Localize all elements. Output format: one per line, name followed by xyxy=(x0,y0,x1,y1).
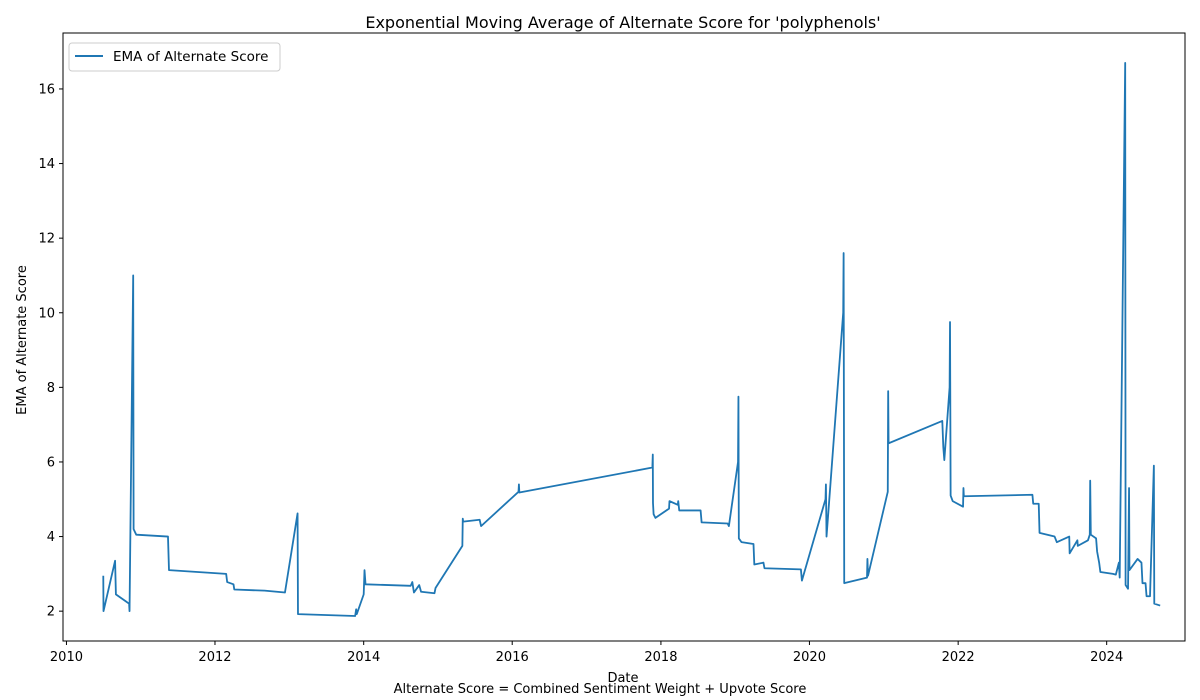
x-tick-label: 2012 xyxy=(198,650,231,665)
y-tick-label: 8 xyxy=(47,381,55,396)
x-axis-label: Date xyxy=(607,671,638,686)
y-axis-label: EMA of Alternate Score xyxy=(15,265,30,415)
y-tick-label: 10 xyxy=(38,306,55,321)
x-tick-label: 2022 xyxy=(942,650,975,665)
x-tick-label: 2018 xyxy=(644,650,677,665)
y-tick-label: 14 xyxy=(38,157,55,172)
x-tick-label: 2014 xyxy=(347,650,380,665)
y-tick-label: 2 xyxy=(47,605,55,620)
x-tick-label: 2024 xyxy=(1090,650,1123,665)
y-tick-label: 16 xyxy=(38,82,55,97)
x-tick-label: 2016 xyxy=(496,650,529,665)
chart-title: Exponential Moving Average of Alternate … xyxy=(365,13,880,32)
series-layer xyxy=(102,61,1161,617)
x-axis: 2010 2012 2014 2016 2018 2020 2022 2024 xyxy=(50,641,1123,665)
x-tick-label: 2010 xyxy=(50,650,83,665)
y-tick-label: 6 xyxy=(47,455,55,470)
plot-frame xyxy=(62,32,1186,642)
chart-caption: Alternate Score = Combined Sentiment Wei… xyxy=(394,682,807,697)
y-tick-label: 12 xyxy=(38,232,55,247)
series-line xyxy=(102,61,1161,617)
y-axis: 2 4 6 8 10 12 14 16 xyxy=(38,82,63,620)
legend-label: EMA of Alternate Score xyxy=(113,49,268,65)
x-tick-label: 2020 xyxy=(793,650,826,665)
y-tick-label: 4 xyxy=(47,530,55,545)
legend-box xyxy=(68,42,281,72)
plot-area xyxy=(62,32,1186,642)
legend: EMA of Alternate Score xyxy=(68,42,281,72)
